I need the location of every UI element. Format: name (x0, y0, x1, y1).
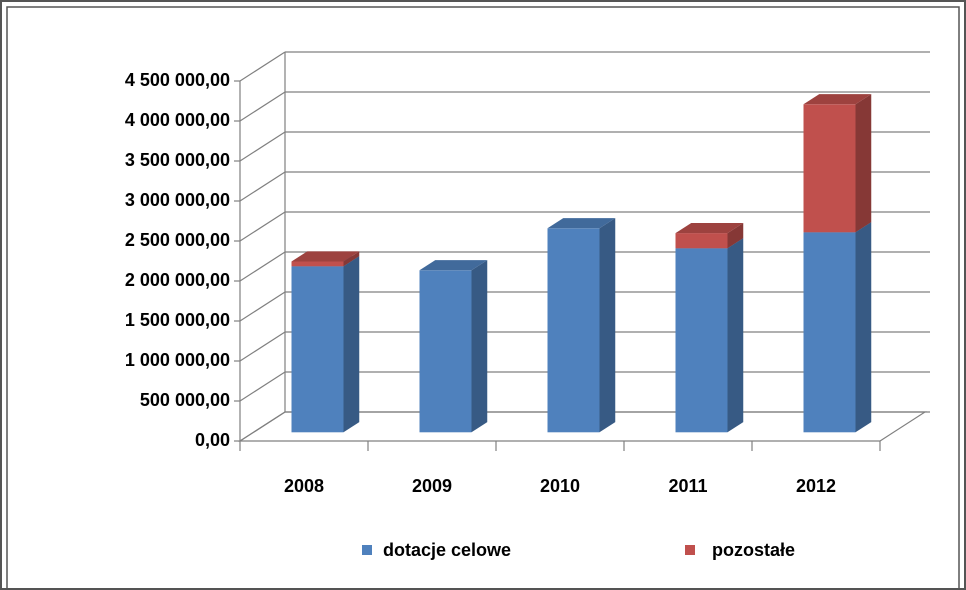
grid-line-side (239, 251, 286, 282)
bar-side (855, 222, 872, 433)
y-tick-label: 1 500 000,00 (125, 310, 230, 330)
y-tick-label: 4 500 000,00 (125, 70, 230, 90)
bar (675, 233, 728, 249)
grid-line-side (239, 211, 286, 242)
bar-side (343, 256, 360, 433)
bar-top (547, 218, 616, 229)
grid-line-side (239, 331, 286, 362)
bar-side (727, 222, 744, 249)
x-tick-label: 2008 (284, 476, 324, 496)
bar-side (599, 218, 616, 433)
grid-line-side (239, 91, 286, 122)
frame-inner (6, 6, 960, 590)
bar (803, 104, 856, 233)
bar (675, 248, 728, 433)
y-tick-label: 2 500 000,00 (125, 230, 230, 250)
bar-side (855, 94, 872, 233)
legend-swatch (362, 545, 372, 555)
grid-line-side (239, 51, 286, 82)
x-tick-label: 2011 (668, 476, 707, 496)
y-tick-label: 1 000 000,00 (125, 350, 230, 370)
grid-line-side (239, 371, 286, 402)
bar-side (343, 251, 360, 267)
legend-label: dotacje celowe (383, 540, 511, 560)
x-tick-label: 2012 (796, 476, 836, 496)
bar (291, 266, 344, 433)
bar (291, 261, 344, 267)
grid-line-side (239, 131, 286, 162)
x-tick-label: 2009 (412, 476, 452, 496)
bar (803, 232, 856, 433)
bar-top (675, 222, 744, 234)
bar (419, 270, 472, 433)
grid-line-side (239, 171, 286, 202)
y-tick-label: 3 500 000,00 (125, 150, 230, 170)
bar-top (291, 251, 360, 262)
bar-side (471, 260, 488, 433)
bar-top (803, 94, 872, 105)
y-tick-label: 4 000 000,00 (125, 110, 230, 130)
legend-label: pozostałe (712, 540, 795, 560)
bar-side (727, 238, 744, 433)
y-tick-label: 0,00 (195, 430, 230, 450)
y-tick-label: 3 000 000,00 (125, 190, 230, 210)
bar (547, 228, 600, 433)
grid-line-side (239, 291, 286, 322)
y-tick-label: 500 000,00 (140, 390, 230, 410)
grid-line-side (239, 411, 286, 442)
y-tick-label: 2 000 000,00 (125, 270, 230, 290)
bar-top (419, 260, 488, 271)
x-tick-label: 2010 (540, 476, 580, 496)
legend-swatch (685, 545, 695, 555)
